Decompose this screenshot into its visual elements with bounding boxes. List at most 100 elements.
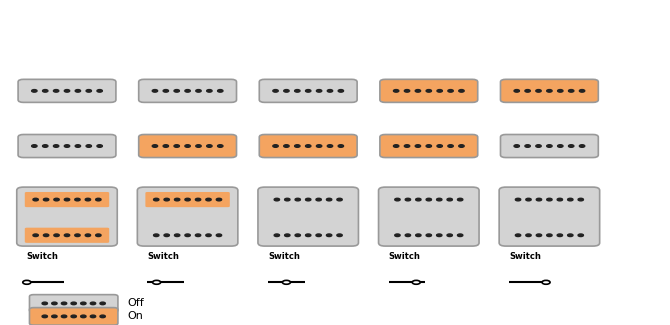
Circle shape bbox=[96, 234, 101, 237]
Circle shape bbox=[459, 90, 464, 92]
FancyBboxPatch shape bbox=[387, 228, 471, 243]
Circle shape bbox=[31, 90, 37, 92]
FancyBboxPatch shape bbox=[379, 187, 479, 246]
Circle shape bbox=[196, 234, 201, 237]
Circle shape bbox=[284, 145, 289, 147]
Circle shape bbox=[44, 234, 49, 237]
Circle shape bbox=[164, 234, 170, 237]
Circle shape bbox=[567, 198, 573, 201]
Circle shape bbox=[338, 145, 344, 147]
Circle shape bbox=[43, 145, 48, 147]
FancyBboxPatch shape bbox=[258, 187, 358, 246]
Circle shape bbox=[97, 145, 103, 147]
Circle shape bbox=[395, 198, 400, 201]
Circle shape bbox=[547, 198, 552, 201]
FancyBboxPatch shape bbox=[259, 135, 357, 158]
Circle shape bbox=[90, 302, 96, 305]
Circle shape bbox=[405, 234, 411, 237]
Circle shape bbox=[514, 90, 519, 92]
Circle shape bbox=[185, 90, 190, 92]
Circle shape bbox=[437, 90, 442, 92]
Circle shape bbox=[31, 145, 37, 147]
FancyBboxPatch shape bbox=[380, 135, 478, 158]
Circle shape bbox=[306, 198, 311, 201]
Circle shape bbox=[152, 145, 157, 147]
Circle shape bbox=[71, 302, 76, 305]
FancyBboxPatch shape bbox=[18, 79, 116, 102]
Circle shape bbox=[447, 198, 452, 201]
FancyBboxPatch shape bbox=[145, 228, 230, 243]
Circle shape bbox=[569, 145, 574, 147]
Circle shape bbox=[75, 90, 80, 92]
Text: Switch: Switch bbox=[389, 252, 421, 261]
Circle shape bbox=[514, 145, 519, 147]
Circle shape bbox=[328, 145, 333, 147]
Circle shape bbox=[448, 90, 454, 92]
Circle shape bbox=[415, 234, 421, 237]
Circle shape bbox=[316, 90, 322, 92]
Circle shape bbox=[153, 198, 159, 201]
Circle shape bbox=[547, 90, 552, 92]
Circle shape bbox=[153, 280, 161, 284]
Circle shape bbox=[218, 90, 223, 92]
Circle shape bbox=[557, 145, 563, 147]
FancyBboxPatch shape bbox=[500, 79, 598, 102]
Circle shape bbox=[426, 145, 431, 147]
Circle shape bbox=[405, 145, 410, 147]
Circle shape bbox=[515, 198, 521, 201]
Circle shape bbox=[295, 198, 300, 201]
Circle shape bbox=[326, 198, 332, 201]
Circle shape bbox=[153, 234, 159, 237]
Circle shape bbox=[515, 234, 521, 237]
Circle shape bbox=[395, 234, 400, 237]
Circle shape bbox=[42, 315, 48, 318]
Circle shape bbox=[536, 145, 541, 147]
Circle shape bbox=[525, 90, 531, 92]
Circle shape bbox=[578, 198, 584, 201]
Circle shape bbox=[75, 198, 80, 201]
Circle shape bbox=[90, 315, 96, 318]
Circle shape bbox=[152, 90, 157, 92]
Circle shape bbox=[412, 280, 420, 284]
Circle shape bbox=[196, 198, 201, 201]
Circle shape bbox=[100, 302, 105, 305]
Circle shape bbox=[393, 90, 399, 92]
Circle shape bbox=[174, 145, 180, 147]
Text: Switch: Switch bbox=[268, 252, 300, 261]
FancyBboxPatch shape bbox=[29, 295, 118, 312]
FancyBboxPatch shape bbox=[499, 187, 600, 246]
Circle shape bbox=[196, 145, 201, 147]
Circle shape bbox=[86, 145, 91, 147]
FancyBboxPatch shape bbox=[139, 79, 237, 102]
FancyBboxPatch shape bbox=[137, 187, 238, 246]
Circle shape bbox=[295, 145, 300, 147]
FancyBboxPatch shape bbox=[387, 192, 471, 207]
Circle shape bbox=[557, 234, 563, 237]
Circle shape bbox=[85, 234, 90, 237]
Circle shape bbox=[283, 280, 291, 284]
Circle shape bbox=[285, 234, 290, 237]
Circle shape bbox=[44, 198, 49, 201]
Circle shape bbox=[547, 234, 552, 237]
Circle shape bbox=[273, 145, 278, 147]
Circle shape bbox=[23, 280, 31, 284]
Circle shape bbox=[54, 145, 59, 147]
Circle shape bbox=[426, 234, 431, 237]
Circle shape bbox=[163, 90, 169, 92]
Circle shape bbox=[64, 145, 70, 147]
Circle shape bbox=[578, 234, 584, 237]
Circle shape bbox=[174, 198, 180, 201]
Text: Off: Off bbox=[127, 298, 144, 308]
Circle shape bbox=[54, 198, 59, 201]
Circle shape bbox=[75, 145, 80, 147]
Circle shape bbox=[274, 198, 279, 201]
Circle shape bbox=[567, 234, 573, 237]
Circle shape bbox=[547, 145, 552, 147]
Circle shape bbox=[526, 234, 531, 237]
Text: On: On bbox=[127, 311, 143, 321]
Circle shape bbox=[405, 90, 410, 92]
Circle shape bbox=[216, 234, 222, 237]
FancyBboxPatch shape bbox=[266, 192, 350, 207]
Circle shape bbox=[52, 302, 57, 305]
Circle shape bbox=[326, 234, 332, 237]
